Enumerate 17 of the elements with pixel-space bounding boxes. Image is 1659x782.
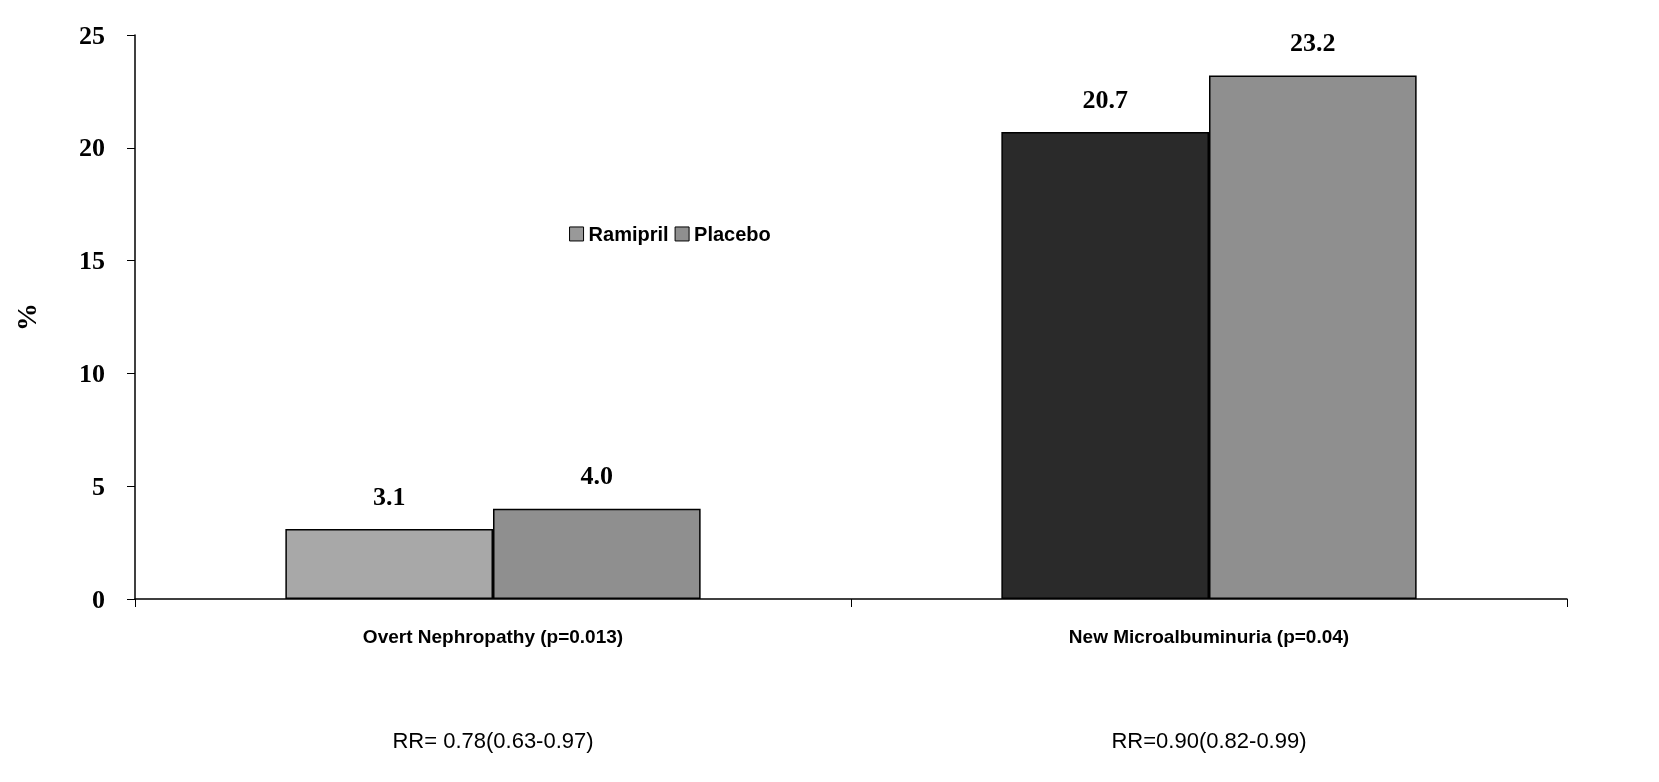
text: RR= 0.78(0.63-0.97) [392, 727, 594, 753]
text: RR=0.90(0.82-0.99) [1111, 727, 1307, 753]
text: 3.1 [372, 481, 406, 511]
y-tick-label: 5 [92, 471, 105, 501]
y-tick-label: 20 [79, 133, 105, 163]
text: 23.2 [1290, 28, 1336, 58]
y-tick-label: 15 [79, 246, 105, 276]
y-tick-label: 25 [79, 20, 105, 50]
text: 4.0 [580, 461, 614, 491]
y-tick-label: 0 [92, 584, 105, 614]
legend-label: Ramipril [588, 222, 669, 245]
y-tick-label: 10 [79, 358, 105, 388]
x-tick-label: Overt Nephropathy (p=0.013) [362, 626, 624, 647]
legend-label: Placebo [694, 222, 771, 245]
y-axis-title: % [10, 303, 42, 331]
text: 20.7 [1082, 84, 1128, 114]
x-tick-label: New Microalbuminuria (p=0.04) [1068, 626, 1350, 647]
